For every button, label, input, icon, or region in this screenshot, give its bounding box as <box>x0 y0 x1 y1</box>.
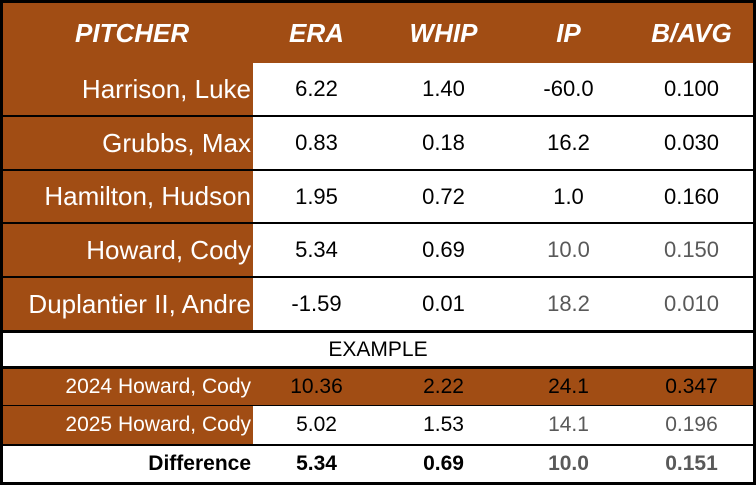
bavg-cell: 0.010 <box>630 278 753 330</box>
header-era: ERA <box>289 17 344 48</box>
era-cell: 5.34 <box>296 452 337 475</box>
ip-cell: 10.0 <box>548 452 589 475</box>
era-cell: 5.02 <box>253 406 380 444</box>
example-name: 2024 Howard, Cody <box>3 369 253 405</box>
pitcher-name: Harrison, Luke <box>3 63 253 115</box>
era-cell: 1.95 <box>253 171 380 222</box>
whip-cell: 1.40 <box>380 63 507 115</box>
pitcher-name: Duplantier II, Andre <box>3 278 253 330</box>
whip-cell: 0.69 <box>380 224 507 276</box>
table-row: Howard, Cody 5.34 0.69 10.0 0.150 <box>3 224 753 276</box>
table-row: Hamilton, Hudson 1.95 0.72 1.0 0.160 <box>3 171 753 222</box>
bavg-cell: 0.160 <box>630 171 753 222</box>
difference-label: Difference <box>3 446 253 482</box>
whip-cell: 2.22 <box>380 369 507 405</box>
pitcher-name: Grubbs, Max <box>3 117 253 169</box>
difference-row: Difference 5.34 0.69 10.0 0.151 <box>3 446 753 482</box>
bavg-cell: 0.150 <box>630 224 753 276</box>
bavg-cell: 0.347 <box>630 369 753 405</box>
era-cell: -1.59 <box>253 278 380 330</box>
ip-cell: 1.0 <box>507 171 630 222</box>
bavg-cell: 0.030 <box>630 117 753 169</box>
example-row: EXAMPLE <box>3 333 753 366</box>
whip-cell: 0.72 <box>380 171 507 222</box>
table-row: Harrison, Luke 6.22 1.40 -60.0 0.100 <box>3 63 753 115</box>
ip-cell: 14.1 <box>507 406 630 444</box>
era-cell: 10.36 <box>253 369 380 405</box>
bavg-cell: 0.196 <box>630 406 753 444</box>
header-whip: WHIP <box>409 17 478 48</box>
header-ip: IP <box>556 17 581 48</box>
whip-cell: 0.69 <box>423 452 464 475</box>
era-cell: 6.22 <box>253 63 380 115</box>
example-data-row: 2024 Howard, Cody 10.36 2.22 24.1 0.347 <box>3 369 753 405</box>
pitcher-name: Hamilton, Hudson <box>3 171 253 222</box>
header-bavg: B/AVG <box>651 17 732 48</box>
ip-cell: 18.2 <box>507 278 630 330</box>
example-label: EXAMPLE <box>328 337 428 361</box>
bavg-cell: 0.151 <box>665 452 718 475</box>
table-row: Duplantier II, Andre -1.59 0.01 18.2 0.0… <box>3 278 753 330</box>
whip-cell: 0.01 <box>380 278 507 330</box>
era-cell: 0.83 <box>253 117 380 169</box>
pitcher-name: Howard, Cody <box>3 224 253 276</box>
example-name: 2025 Howard, Cody <box>3 406 253 444</box>
ip-cell: 10.0 <box>507 224 630 276</box>
era-cell: 5.34 <box>253 224 380 276</box>
ip-cell: -60.0 <box>507 63 630 115</box>
example-data-row: 2025 Howard, Cody 5.02 1.53 14.1 0.196 <box>3 406 753 444</box>
ip-cell: 16.2 <box>507 117 630 169</box>
whip-cell: 1.53 <box>380 406 507 444</box>
bavg-cell: 0.100 <box>630 63 753 115</box>
whip-cell: 0.18 <box>380 117 507 169</box>
table-row: Grubbs, Max 0.83 0.18 16.2 0.030 <box>3 117 753 169</box>
ip-cell: 24.1 <box>507 369 630 405</box>
header-pitcher: PITCHER <box>75 17 190 48</box>
header-row: PITCHER ERA WHIP IP B/AVG <box>3 3 753 63</box>
